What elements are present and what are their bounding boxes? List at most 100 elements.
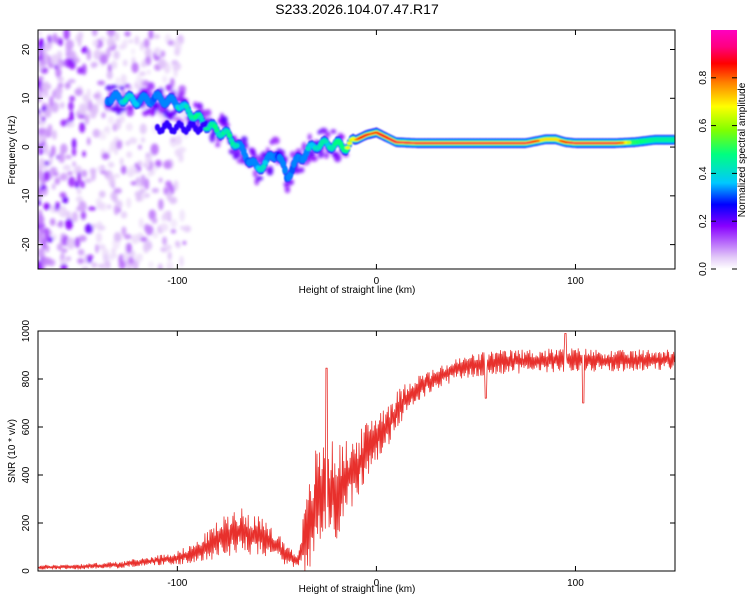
snr-y-tick-label: 800 [21,370,32,387]
spectrogram-ridge-segment [183,104,190,110]
spectrogram-noise-blob [50,54,59,65]
spectrogram-noise-blob [56,222,64,227]
spectrogram-noise-blob [43,108,52,118]
spectrogram-noise-blob [167,251,172,261]
spectrogram-noise-blob [65,210,70,221]
spectrogram-noise-blob [163,244,172,251]
spectrogram-noise-blob [140,174,146,187]
spectrogram-noise-blob [69,110,74,123]
spectrogram-noise-blob [140,78,144,84]
spectrogram-noise-blob [38,247,45,259]
spectrogram-noise-blob [163,210,172,221]
spectrogram-noise-blob [151,187,160,194]
spectrogram-noise-blob [77,258,85,265]
spectrogram-noise-blob [222,122,230,128]
spectrogram-noise-blob [119,157,124,166]
spectrogram-noise-blobs [38,30,349,269]
spectrogram-noise-blob [67,78,76,84]
spectrogram-noise-blob [73,57,81,63]
spectrogram-noise-blob [59,101,65,109]
spectrogram-noise-blob [66,122,75,128]
spectrogram-noise-blob [309,155,318,162]
spectrogram-noise-blob [272,136,280,145]
spectrogram-noise-blob [107,115,115,125]
spectrogram-noise-blob [77,31,84,40]
spectrogram-noise-blob [151,217,158,224]
spectrogram-ridge-segment [228,137,235,143]
spectrogram-ridge-segment [212,124,218,130]
spectrogram-noise-blob [54,177,61,185]
spectrogram-noise-blob [131,62,139,74]
spectrogram-noise-blob [139,71,146,76]
spectrogram-noise-blob [98,190,106,198]
colorbar: 0.0 0.2 0.4 0.6 0.8 Normalized spectral ampl… [698,30,748,276]
spectrogram-noise-blob [178,155,184,161]
colorbar-fill [711,30,737,269]
spectrogram-noise-blob [66,237,74,250]
snr-x-tick-label: -100 [167,578,187,589]
spectrogram-noise-blob [84,178,92,184]
spectrogram-noise-blob [162,75,168,83]
snr-x-tick-label: 100 [567,578,584,589]
spectrogram-y-tick-label: -20 [21,237,32,252]
spectrogram-noise-blob [65,256,72,262]
snr-y-tick-label: 400 [21,466,32,483]
spectrogram-noise-blob [54,201,61,212]
spectrogram-noise-blob [84,223,93,234]
spectrogram-noise-blob [162,236,167,246]
spectrogram-noise-blob [81,169,88,178]
spectrogram-noise-blob [80,210,87,220]
spectrogram-y-axis: -20 -10 0 10 20 [21,44,675,252]
spectrogram-noise-blob [154,47,161,56]
spectrogram-frame [37,29,676,270]
spectrogram-noise-blob [38,231,42,243]
spectrogram-noise-blob [38,75,43,81]
spectrogram-noise-blob [58,38,63,47]
spectrogram-noise-blob [157,263,163,269]
spectrogram-noise-blob [68,101,74,111]
spectrogram-noise-blob [106,37,116,48]
spectrogram-noise-blob [124,83,131,89]
spectrogram-noise-blob [155,159,162,168]
spectrogram-noise-blob [110,60,118,70]
spectrogram-noise-blob [121,226,127,236]
spectrogram-noise-blob [298,167,305,173]
spectrogram-noise-blob [44,143,49,154]
spectrogram-noise-blob [115,77,120,84]
spectrogram-noise-blob [57,82,64,89]
spectrogram-noise-blob [91,262,98,268]
spectrogram-noise-blob [119,106,127,112]
spectrogram-noise-blob [105,85,113,91]
spectrogram-noise-blob [115,117,122,130]
spectrogram-noise-blob [123,233,132,240]
spectrogram-noise-blob [120,74,127,86]
snr-y-tick-label: 1000 [21,319,32,342]
spectrogram-noise-blob [122,59,128,67]
spectrogram-noise-blob [102,265,108,269]
spectrogram-noise-blob [63,30,70,40]
spectrogram-noise-blob [173,180,179,191]
spectrogram-noise-blob [173,40,182,49]
spectrogram-noise-blob [95,243,99,254]
spectrogram-noise-blob [76,188,82,195]
spectrogram-noise-blob [96,202,105,210]
spectrogram-noise-blob [140,236,148,242]
spectrogram-noise-blob [143,38,150,49]
spectrogram-noise-blob [61,248,68,253]
spectrogram-noise-blob [77,114,86,119]
spectrogram-noise-blob [113,187,122,194]
spectrogram-noise-blob [86,48,92,61]
spectrogram-noise-blob [153,34,160,39]
spectrogram-y-tick-label: 10 [21,92,32,104]
spectrogram-noise-blob [78,235,87,242]
spectrogram-noise-blob [108,255,115,261]
spectrogram-noise-blob [148,30,154,40]
spectrogram-noise-blob [86,137,91,146]
spectrogram-noise-blob [49,218,56,226]
snr-y-tick-label: 200 [21,514,32,531]
spectrogram-noise-blob [163,186,169,195]
colorbar-tick-label: 0.4 [698,166,709,180]
figure-title: S233.2026.104.07.47.R17 [275,1,439,17]
spectrogram-noise-blob [52,172,59,177]
spectrogram-noise-blob [125,140,131,146]
